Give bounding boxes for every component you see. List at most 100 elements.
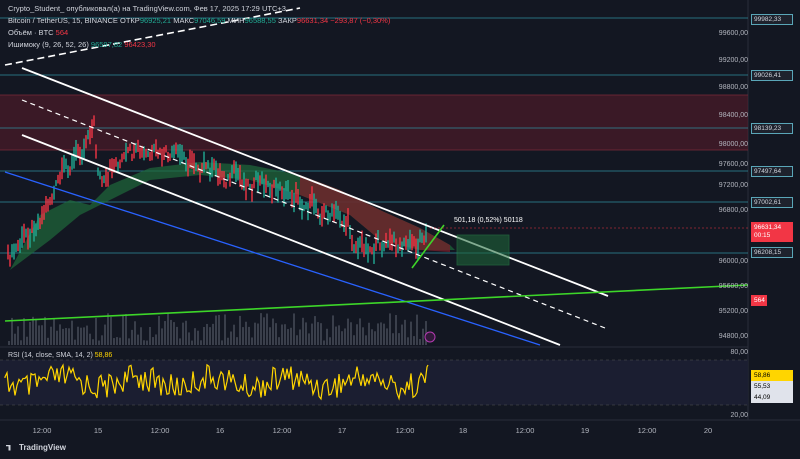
high-label: МАКС bbox=[173, 16, 195, 25]
price-axis-label: 99600,00 bbox=[718, 30, 748, 37]
open-value: 96925,21 bbox=[139, 16, 172, 25]
volume-value: 564 bbox=[55, 28, 69, 37]
close-value: 96631,34 bbox=[296, 16, 329, 25]
volume-bar bbox=[275, 323, 277, 345]
volume-bar bbox=[299, 329, 301, 345]
volume-bar bbox=[314, 316, 316, 345]
price-axis-label: 96800,00 bbox=[718, 207, 748, 214]
volume-bar bbox=[413, 336, 415, 345]
measure-box bbox=[456, 234, 510, 266]
volume-bar bbox=[245, 321, 247, 345]
rsi-axis-80: 80,00 bbox=[730, 349, 748, 356]
volume-bar bbox=[185, 320, 187, 345]
event-marker-icon bbox=[424, 331, 436, 343]
tradingview-logo[interactable]: TradingView bbox=[6, 443, 66, 452]
rsi-axis-20: 20,00 bbox=[730, 412, 748, 419]
volume-bar bbox=[254, 322, 256, 345]
price-axis-label: 94800,00 bbox=[718, 333, 748, 340]
volume-bar bbox=[41, 325, 43, 345]
volume-bar bbox=[173, 322, 175, 345]
volume-bar bbox=[377, 323, 379, 345]
volume-bar bbox=[167, 313, 169, 345]
volume-bar bbox=[266, 313, 268, 345]
volume-bar bbox=[281, 324, 283, 345]
volume-bar bbox=[14, 333, 16, 345]
volume-bar bbox=[287, 329, 289, 345]
price-axis-label: 96000,00 bbox=[718, 258, 748, 265]
volume-bar bbox=[242, 327, 244, 345]
volume-bar bbox=[191, 340, 193, 345]
rsi-tag: 58,86 bbox=[751, 370, 793, 381]
ichimoku-legend[interactable]: Ишимоку (9, 26, 52, 26) 96597,82 96423,3… bbox=[8, 40, 156, 49]
ichimoku-b-value: 96423,30 bbox=[124, 40, 156, 49]
volume-bar bbox=[125, 314, 127, 345]
tradingview-icon bbox=[6, 444, 11, 451]
price-axis-label: 95600,00 bbox=[718, 283, 748, 290]
volume-bar bbox=[272, 318, 274, 345]
volume-bar bbox=[83, 327, 85, 345]
ohlc-line: Bitcoin / TetherUS, 15, BINANCE ОТКР9692… bbox=[8, 16, 390, 25]
volume-bar bbox=[260, 313, 262, 345]
volume-bar bbox=[416, 314, 418, 345]
volume-bar bbox=[350, 322, 352, 345]
volume-bar bbox=[395, 315, 397, 345]
price-axis-label: 97200,00 bbox=[718, 182, 748, 189]
volume-bar bbox=[362, 327, 364, 345]
volume-bar bbox=[344, 328, 346, 345]
volume-bar bbox=[320, 323, 322, 345]
volume-bar bbox=[407, 337, 409, 345]
price-tag-98139: 98139,23 bbox=[751, 123, 793, 134]
volume-bar bbox=[20, 340, 22, 345]
brand-label: TradingView bbox=[19, 443, 66, 452]
price-tag-96208: 96208,15 bbox=[751, 247, 793, 258]
volume-bar bbox=[59, 324, 61, 345]
dashed-resistance-line bbox=[4, 7, 301, 66]
rsi-legend[interactable]: RSI (14, close, SMA, 14, 2) 58,86 bbox=[8, 352, 112, 359]
volume-bar bbox=[71, 320, 73, 345]
volume-bar bbox=[17, 326, 19, 345]
volume-bar bbox=[383, 323, 385, 345]
volume-bar bbox=[293, 313, 295, 345]
volume-bar bbox=[116, 337, 118, 345]
blue-trend-line bbox=[4, 171, 541, 346]
low-value: 96588,55 bbox=[244, 16, 276, 25]
ichimoku-label: Ишимоку (9, 26, 52, 26) bbox=[8, 40, 89, 49]
volume-bar bbox=[338, 325, 340, 345]
current-price: 96631,34 bbox=[754, 224, 782, 231]
time-axis-label: 12:00 bbox=[272, 426, 292, 435]
volume-bar bbox=[308, 333, 310, 345]
ichimoku-cloud-bull bbox=[10, 162, 455, 270]
volume-bar bbox=[359, 318, 361, 345]
volume-bar bbox=[257, 323, 259, 345]
volume-bar bbox=[425, 321, 427, 345]
rsi-value: 58,86 bbox=[94, 352, 113, 359]
volume-bar bbox=[122, 315, 124, 345]
volume-bar bbox=[263, 317, 265, 345]
volume-bar bbox=[239, 315, 241, 345]
volume-legend[interactable]: Объём · BTC 564 bbox=[8, 28, 68, 37]
volume-bar bbox=[194, 328, 196, 345]
volume-bar bbox=[368, 322, 370, 345]
price-axis-label: 98000,00 bbox=[718, 141, 748, 148]
supply-zone bbox=[0, 95, 748, 150]
candle-countdown: 00:15 bbox=[754, 232, 771, 239]
volume-bar bbox=[146, 340, 148, 345]
measure-label: 501,18 (0,52%) 50118 bbox=[454, 217, 523, 224]
price-axis-label: 97600,00 bbox=[718, 161, 748, 168]
volume-bar bbox=[230, 331, 232, 345]
current-price-tag: 96631,34 00:15 bbox=[751, 222, 793, 242]
volume-bar bbox=[248, 326, 250, 345]
volume-bar bbox=[215, 315, 217, 345]
volume-bar bbox=[311, 323, 313, 345]
volume-bar bbox=[134, 321, 136, 345]
volume-bar bbox=[53, 318, 55, 345]
volume-bar bbox=[86, 325, 88, 345]
volume-bar bbox=[89, 333, 91, 345]
volume-bar bbox=[401, 324, 403, 345]
symbol-label[interactable]: Bitcoin / TetherUS, 15, BINANCE bbox=[8, 16, 118, 25]
volume-bar bbox=[74, 339, 76, 345]
volume-bar bbox=[161, 328, 163, 345]
volume-bar bbox=[365, 335, 367, 345]
volume-bar bbox=[32, 316, 34, 345]
